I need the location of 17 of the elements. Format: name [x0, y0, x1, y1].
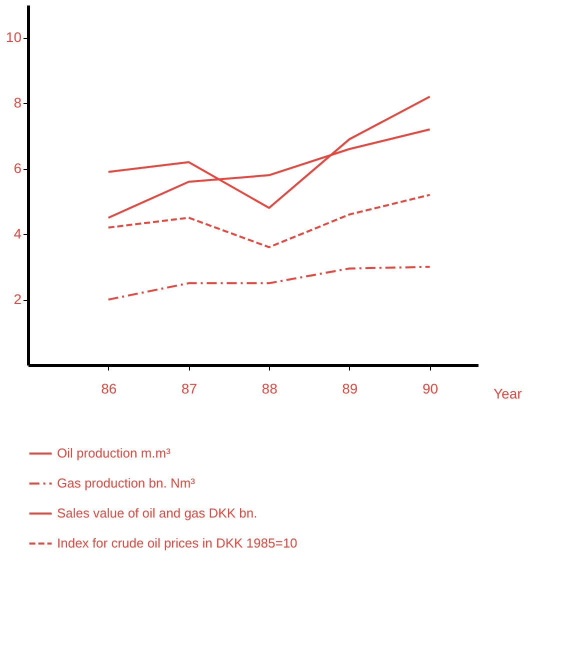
- line-series: [107, 266, 431, 301]
- x-tick-label: 88: [262, 380, 278, 396]
- line-series: [107, 194, 431, 248]
- y-tick-label: 6: [14, 160, 22, 176]
- y-tick-label: 2: [14, 291, 22, 308]
- legend-label: Sales value of oil and gas DKK bn.: [57, 506, 258, 520]
- y-tick-label: 4: [14, 226, 22, 242]
- y-tick-label: 8: [14, 94, 22, 111]
- x-tick-label: 89: [342, 380, 358, 396]
- legend-label: Gas production bn. Nm³: [57, 476, 196, 490]
- x-axis-title: Year: [494, 386, 522, 402]
- legend-label: Index for crude oil prices in DKK 1985=10: [57, 536, 298, 550]
- x-tick-label: 87: [181, 380, 198, 396]
- legend-label: Oil production m.m³: [57, 446, 172, 460]
- x-tick-label: 90: [422, 380, 438, 396]
- x-tick-label: 86: [101, 380, 117, 396]
- y-tick-label: 10: [6, 29, 22, 46]
